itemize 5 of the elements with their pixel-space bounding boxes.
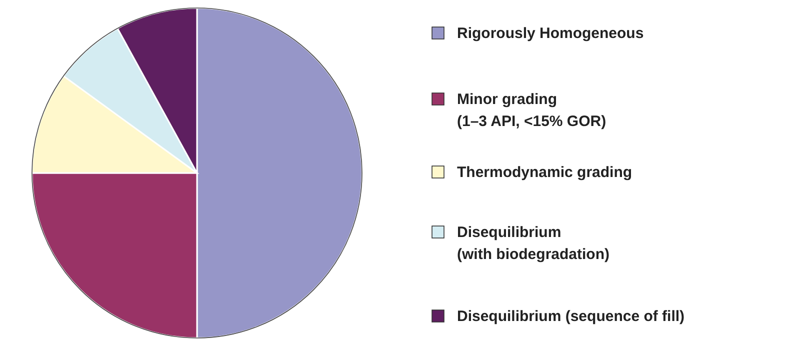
legend-label: Thermodynamic grading <box>457 164 632 181</box>
legend-label: Disequilibrium (with biodegradation) <box>457 224 610 263</box>
legend-label: Rigorously Homogeneous <box>457 25 644 42</box>
legend-label: Disequilibrium (sequence of fill) <box>457 308 685 325</box>
legend-label: Minor grading (1–3 API, <15% GOR) <box>457 91 606 130</box>
